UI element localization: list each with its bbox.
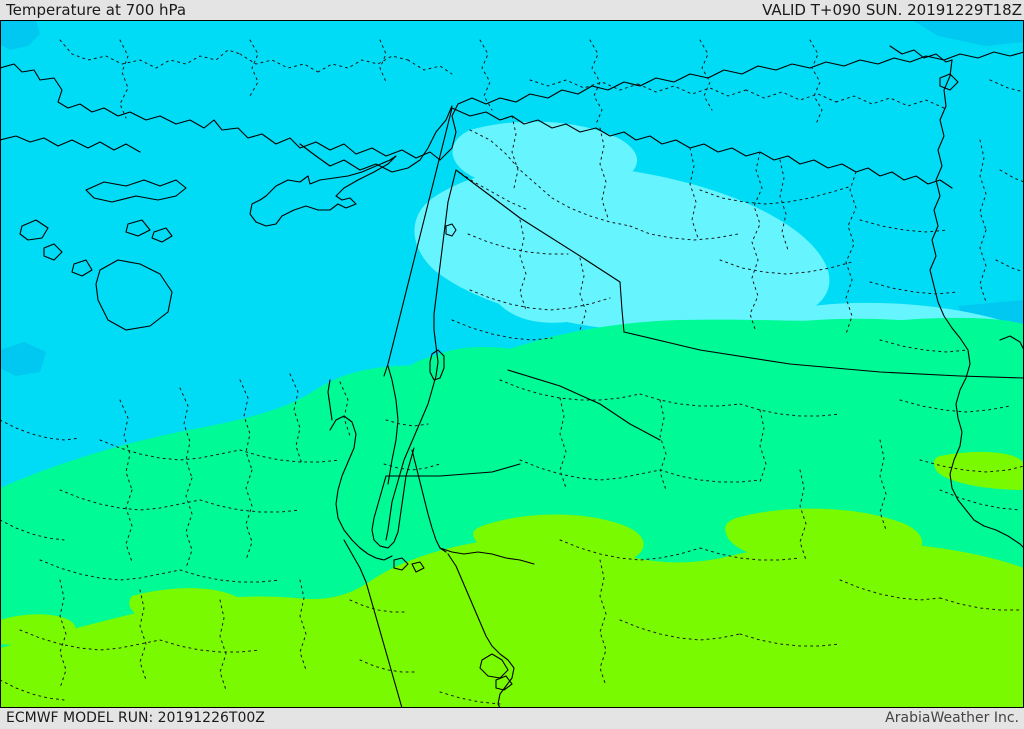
page-title: Temperature at 700 hPa	[6, 1, 187, 19]
attribution-label: ArabiaWeather Inc.	[885, 710, 1019, 726]
model-run-label: ECMWF MODEL RUN: 20191226T00Z	[6, 710, 265, 726]
footer-bar: ECMWF MODEL RUN: 20191226T00Z ArabiaWeat…	[0, 708, 1024, 729]
temperature-field-svg	[0, 20, 1024, 708]
valid-time-label: VALID T+090 SUN. 20191229T18Z	[762, 1, 1022, 19]
header-bar: Temperature at 700 hPa VALID T+090 SUN. …	[0, 0, 1024, 20]
admin-boundaries-layer	[0, 39, 1024, 705]
band-yellow-green	[0, 451, 1024, 708]
coastlines-layer	[0, 45, 1024, 708]
forecast-map	[0, 20, 1024, 708]
